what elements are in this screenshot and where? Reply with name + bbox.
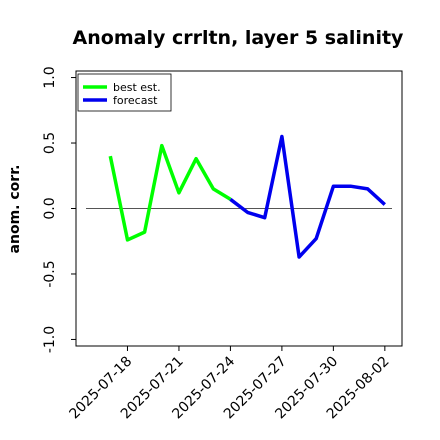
y-tick-label: -1.0 — [42, 326, 58, 353]
y-tick-label: 0.5 — [42, 132, 58, 154]
y-tick-label: 1.0 — [42, 66, 58, 88]
legend: best est.forecast — [77, 73, 172, 112]
chart-title: Anomaly crrltn, layer 5 salinity — [73, 27, 404, 49]
y-tick-label: -0.5 — [42, 260, 58, 287]
plot-area — [86, 134, 392, 259]
y-tick-label: 0.0 — [42, 197, 58, 219]
legend-box — [77, 73, 172, 112]
legend-label: best est. — [113, 81, 161, 94]
y-axis-label: anom. corr. — [7, 165, 23, 254]
series-line-best-est — [108, 143, 232, 242]
series-line-forecast — [229, 134, 386, 259]
legend-label: forecast — [113, 94, 158, 107]
axes: -1.0-0.50.00.51.02025-07-182025-07-21202… — [42, 66, 403, 422]
